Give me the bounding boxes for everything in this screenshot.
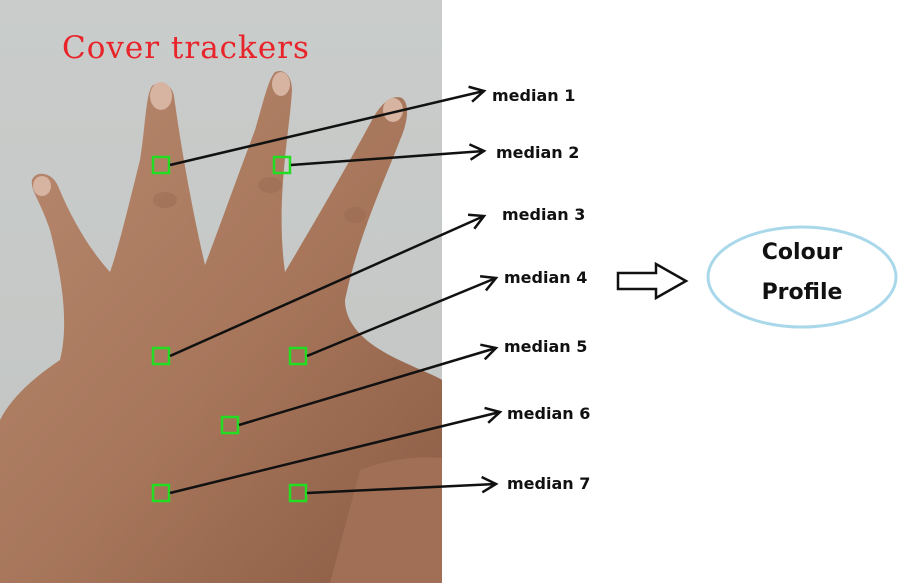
colour-profile-node: Colour Profile bbox=[704, 224, 904, 330]
arrow-line-7 bbox=[306, 482, 497, 495]
arrow-line-4 bbox=[306, 276, 497, 358]
arrowhead-5 bbox=[480, 343, 499, 361]
tracker-squares bbox=[151, 155, 308, 503]
median-label-1: median 1 bbox=[492, 86, 576, 105]
tracker-square-3 bbox=[151, 346, 171, 366]
median-label-7: median 7 bbox=[507, 474, 591, 493]
arrow-line-1 bbox=[169, 89, 485, 167]
median-label-6: median 6 bbox=[507, 404, 591, 423]
arrow-line-6 bbox=[169, 410, 501, 495]
arrow-line-5 bbox=[238, 346, 497, 427]
overlay-title: Cover trackers bbox=[62, 30, 310, 66]
profile-ellipse-shape bbox=[706, 225, 898, 329]
tracker-square-4 bbox=[288, 346, 308, 366]
arrowhead-4 bbox=[479, 275, 499, 292]
profile-line-2: Profile bbox=[761, 280, 843, 305]
hand-shape bbox=[0, 70, 442, 583]
median-label-3: median 3 bbox=[502, 205, 586, 224]
arrowhead-1 bbox=[468, 85, 487, 103]
block-arrow-icon bbox=[616, 262, 689, 300]
arrowhead-6 bbox=[484, 406, 503, 424]
median-label-2: median 2 bbox=[496, 143, 580, 162]
tracker-square-1 bbox=[151, 155, 171, 175]
arrow-line-2 bbox=[290, 149, 485, 167]
tracker-square-7 bbox=[288, 483, 308, 503]
arrowhead-7 bbox=[481, 475, 499, 494]
median-label-4: median 4 bbox=[504, 268, 588, 287]
arrowhead-3 bbox=[467, 213, 487, 230]
tracker-square-5 bbox=[220, 415, 240, 435]
profile-line-1: Colour bbox=[761, 240, 843, 265]
arrowhead-2 bbox=[468, 143, 487, 161]
arrow-line-3 bbox=[169, 214, 485, 358]
tracker-square-6 bbox=[151, 483, 171, 503]
tracker-square-2 bbox=[272, 155, 292, 175]
median-label-5: median 5 bbox=[504, 337, 588, 356]
arrow-lines bbox=[169, 85, 503, 495]
